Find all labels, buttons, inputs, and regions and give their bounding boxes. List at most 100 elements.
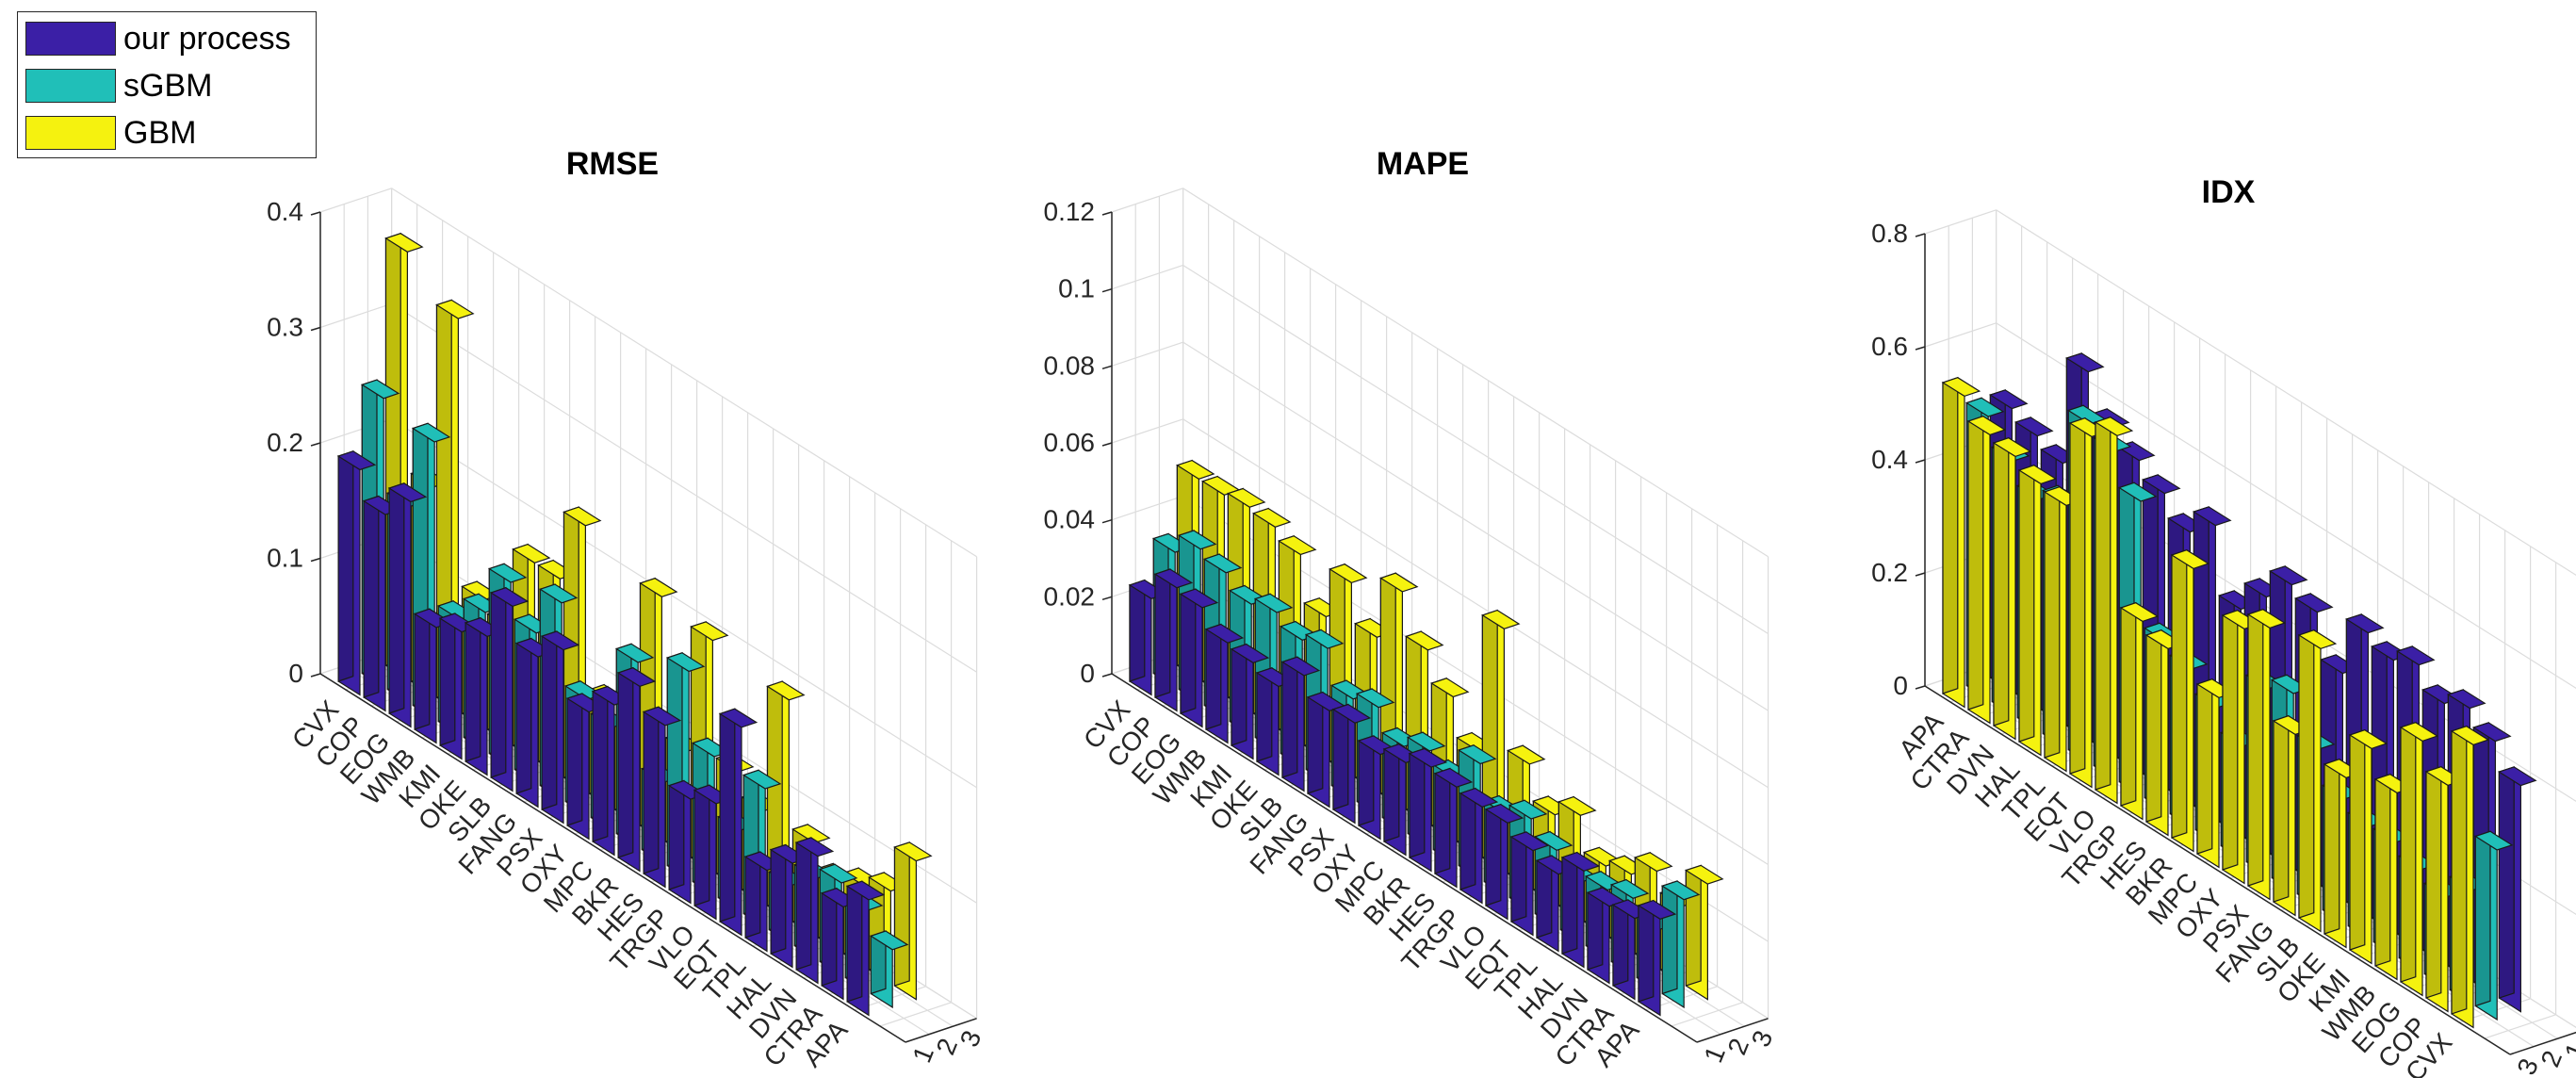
bar-our-process-kmi: [438, 612, 479, 760]
legend-item-sgbm: sGBM: [25, 67, 212, 105]
legend-swatch-our-process: [25, 22, 116, 56]
legend-label-sgbm: sGBM: [123, 67, 213, 104]
bar-our-process-cvx: [1128, 579, 1168, 696]
bar-our-process-mpc: [591, 685, 631, 857]
bar-our-process-oxy: [1357, 735, 1397, 841]
bar-our-process-psx: [1331, 703, 1372, 825]
y-tick-label: 0.2: [1871, 558, 1908, 587]
bar-our-process-cvx: [336, 449, 377, 696]
axes: 0 0.02 0.04 0.06 0.08 0.1 0.12: [1044, 197, 1769, 1043]
bar-gbm-apa: [1941, 376, 1981, 709]
y-tick-label: 0.3: [267, 313, 303, 342]
bar-our-process-slb: [1280, 656, 1321, 792]
y-tick-label: 0.04: [1044, 505, 1096, 534]
bars: [1941, 352, 2537, 1029]
bar-our-process-trgp: [667, 779, 708, 905]
bar-gbm-eog: [2399, 721, 2439, 997]
chart-title-rmse: RMSE: [566, 146, 659, 182]
bar-gbm-cop: [2424, 765, 2465, 1013]
y-tick-label: 0.4: [267, 197, 303, 226]
bar-our-process-dvn: [1586, 887, 1626, 985]
y-tick-label: 0.8: [1871, 219, 1908, 248]
bar-our-process-cop: [362, 495, 402, 712]
y-tick-label: 0.02: [1044, 581, 1096, 611]
bar-our-process-vlo: [693, 784, 733, 921]
bar-gbm-hal: [2017, 464, 2058, 757]
bar-our-process-oxy: [565, 693, 606, 841]
bar-our-process-wmb: [1204, 623, 1245, 744]
bar-gbm-eqt: [2068, 416, 2109, 789]
bar-our-process-dvn: [794, 837, 835, 985]
bar-our-process-apa: [845, 880, 886, 1017]
y-tick-label: 0.1: [1058, 274, 1095, 303]
bar-our-process-vlo: [1484, 803, 1524, 921]
y-tick-label: 0.6: [1871, 332, 1908, 361]
bar-sgbm-cvx: [2473, 830, 2514, 1021]
category-axis-line: [1924, 685, 2511, 1055]
legend-swatch-gbm: [25, 116, 116, 150]
category-axis-line: [319, 673, 906, 1043]
category-labels: APACTRADVNHALTPLEQTVLOTRGPHESBKRMPCOXYPS…: [1893, 707, 2457, 1078]
y-tick-label: 0.2: [267, 428, 303, 457]
bar-our-process-slb: [489, 586, 530, 792]
bar-gbm-trgp: [2119, 601, 2160, 821]
legend-item-our-process: our process: [25, 20, 291, 57]
y-tick-label: 0: [288, 659, 303, 688]
bar-gbm-mpc: [2195, 678, 2236, 869]
legend-label-our-process: our process: [123, 20, 291, 57]
bar-our-process-eqt: [718, 708, 758, 937]
bar-our-process-mpc: [1382, 743, 1423, 857]
y-tick-label: 0: [1080, 659, 1095, 688]
bar-gbm-apa: [893, 841, 933, 1001]
bar-our-process-bkr: [1408, 747, 1448, 873]
chart-mape: MAPE00.020.040.060.080.10.12CVXCOPEOGWMB…: [1044, 146, 1779, 1072]
depth-labels: 321: [2511, 1038, 2576, 1078]
axes: 0 0.1 0.2 0.3 0.4: [267, 197, 977, 1043]
bar-our-process-ctra: [820, 887, 860, 1001]
depth-labels: 123: [906, 1026, 986, 1067]
bar-our-process-wmb: [413, 608, 453, 744]
depth-labels: 123: [1698, 1026, 1778, 1067]
bar-gbm-psx: [2246, 608, 2287, 901]
bar-our-process-eog: [387, 482, 428, 728]
bar-gbm-tpl: [2043, 485, 2083, 773]
bar-our-process-hal: [769, 843, 809, 969]
bar-our-process-eqt: [1509, 831, 1550, 937]
bar-gbm-ctra: [1966, 415, 2007, 725]
bar-gbm-vlo: [2094, 416, 2134, 805]
axes: 0 0.2 0.4 0.6 0.8: [1871, 219, 2576, 1055]
bar-gbm-dvn: [1992, 436, 2032, 741]
bar-our-process-bkr: [616, 666, 657, 873]
bar-our-process-kmi: [1230, 643, 1270, 760]
legend-label-gbm: GBM: [123, 114, 197, 151]
bar-gbm-slb: [2297, 629, 2338, 933]
bar-gbm-cvx: [2450, 725, 2490, 1029]
chart-title-mape: MAPE: [1377, 146, 1469, 182]
bar-our-process-tpl: [743, 851, 784, 953]
category-axis-line: [1111, 673, 1698, 1043]
bar-our-process-psx: [540, 630, 580, 825]
legend-item-gbm: GBM: [25, 114, 196, 152]
bar-gbm-hes: [2144, 629, 2185, 837]
bar-our-process-apa: [1637, 899, 1677, 1017]
bar-our-process-eog: [1179, 588, 1219, 728]
legend-swatch-sgbm: [25, 69, 116, 103]
bar-our-process-fang: [1306, 691, 1346, 808]
depth-axis-line: [2509, 1031, 2576, 1055]
depth-axis-line: [905, 1018, 977, 1043]
bar-gbm-oxy: [2221, 609, 2261, 885]
bars: [336, 232, 933, 1017]
bars: [1128, 459, 1724, 1017]
bar-gbm-bkr: [2170, 548, 2210, 853]
bar-our-process-trgp: [1459, 787, 1499, 905]
bar-our-process-hes: [642, 706, 682, 889]
bar-our-process-cop: [1153, 568, 1194, 712]
bar-our-process-oke: [1255, 666, 1296, 776]
bar-our-process-hal: [1560, 851, 1601, 969]
chart-title-idx: IDX: [2202, 174, 2256, 210]
bar-gbm-kmi: [2348, 728, 2389, 965]
y-tick-label: 0: [1893, 671, 1908, 700]
y-tick-label: 0.06: [1044, 428, 1096, 457]
bar-gbm-wmb: [2373, 773, 2414, 981]
